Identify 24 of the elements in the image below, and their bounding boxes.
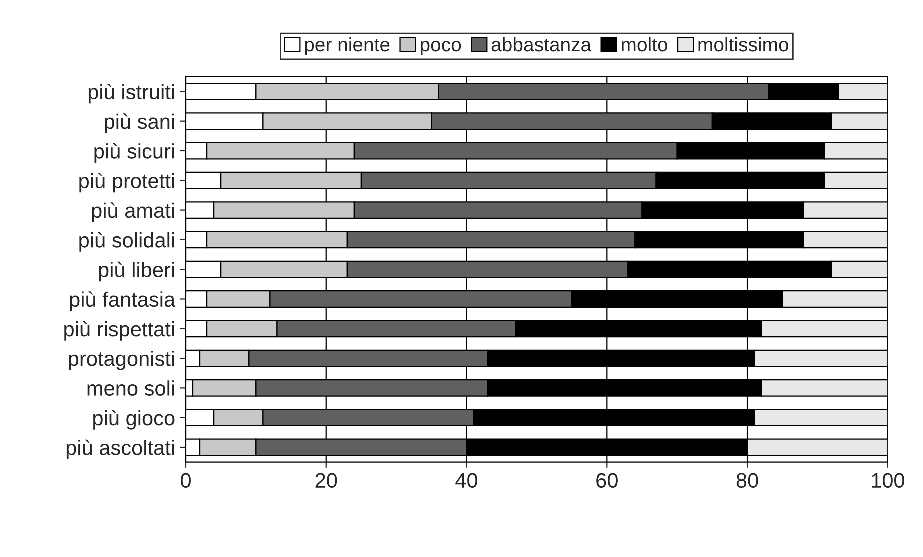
- x-tick-label: 40: [456, 473, 478, 488]
- y-tick-label: più protetti: [80, 172, 174, 193]
- x-tick-label: 60: [596, 473, 618, 488]
- legend-label: per niente: [305, 37, 390, 56]
- y-tick-label: più liberi: [99, 262, 174, 282]
- y-tick-label: meno soli: [88, 380, 174, 396]
- x-tick-label: 0: [181, 473, 191, 488]
- x-tick-label: 80: [736, 473, 758, 488]
- y-tick-label: più sani: [105, 114, 174, 134]
- y-tick-label: più solidali: [80, 232, 174, 252]
- legend-label: molto: [622, 37, 668, 52]
- legend-label: moltissimo: [698, 37, 788, 52]
- y-tick-label: protagonisti: [69, 350, 174, 370]
- x-tick-label: 20: [316, 473, 338, 488]
- legend-label: abbastanza: [492, 37, 592, 52]
- x-tick-label: 100: [872, 473, 904, 488]
- y-tick-label: più rispettati: [64, 321, 174, 341]
- y-tick-label: più amati: [92, 202, 174, 222]
- y-tick-label: più gioco: [94, 410, 175, 430]
- y-tick-label: più sicuri: [94, 143, 174, 163]
- y-tick-label: più fantasia: [70, 292, 176, 312]
- y-tick-label: più ascoltati: [66, 440, 174, 460]
- y-tick-label: più istruiti: [88, 84, 174, 104]
- legend-label: poco: [420, 41, 462, 56]
